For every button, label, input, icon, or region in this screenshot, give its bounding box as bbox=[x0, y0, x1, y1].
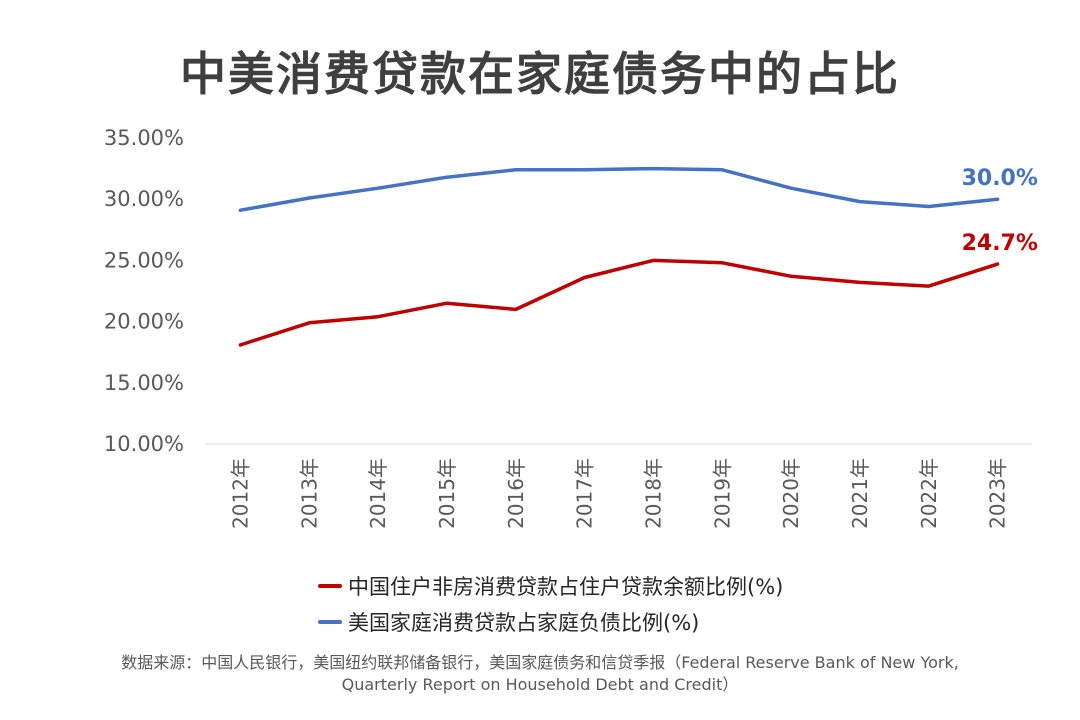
end-value-label-0: 24.7% bbox=[962, 231, 1038, 256]
series-line-1 bbox=[240, 169, 997, 211]
x-tick-label: 2022年 bbox=[917, 458, 941, 529]
x-tick-label: 2019年 bbox=[710, 458, 734, 529]
legend-swatch-china bbox=[318, 584, 342, 588]
y-tick-label: 35.00% bbox=[104, 126, 184, 150]
x-tick-label: 2018年 bbox=[641, 458, 665, 529]
legend: 中国住户非房消费贷款占住户贷款余额比例(%) 美国家庭消费贷款占家庭负债比例(%… bbox=[318, 568, 783, 640]
x-tick-label: 2016年 bbox=[504, 458, 528, 529]
y-tick-label: 15.00% bbox=[104, 371, 184, 395]
x-tick-label: 2012年 bbox=[228, 458, 252, 529]
x-tick-label: 2015年 bbox=[435, 458, 459, 529]
x-tick-label: 2021年 bbox=[848, 458, 872, 529]
x-tick-label: 2023年 bbox=[986, 458, 1010, 529]
legend-item-china: 中国住户非房消费贷款占住户贷款余额比例(%) bbox=[318, 568, 783, 604]
data-source-note: 数据来源：中国人民银行，美国纽约联邦储备银行，美国家庭债务和信贷季报（Feder… bbox=[0, 652, 1080, 696]
y-tick-label: 30.00% bbox=[104, 187, 184, 211]
x-tick-label: 2013年 bbox=[297, 458, 321, 529]
source-line-1: 数据来源：中国人民银行，美国纽约联邦储备银行，美国家庭债务和信贷季报（Feder… bbox=[0, 652, 1080, 674]
legend-label-us: 美国家庭消费贷款占家庭负债比例(%) bbox=[348, 607, 699, 637]
x-tick-label: 2014年 bbox=[366, 458, 390, 529]
y-tick-label: 25.00% bbox=[104, 248, 184, 272]
source-line-2: Quarterly Report on Household Debt and C… bbox=[0, 674, 1080, 696]
y-tick-label: 20.00% bbox=[104, 310, 184, 334]
x-tick-label: 2020年 bbox=[779, 458, 803, 529]
series-line-0 bbox=[240, 260, 997, 345]
end-value-label-1: 30.0% bbox=[962, 166, 1038, 191]
x-tick-label: 2017年 bbox=[573, 458, 597, 529]
y-tick-label: 10.00% bbox=[104, 432, 184, 456]
legend-label-china: 中国住户非房消费贷款占住户贷款余额比例(%) bbox=[348, 571, 783, 601]
legend-item-us: 美国家庭消费贷款占家庭负债比例(%) bbox=[318, 604, 783, 640]
legend-swatch-us bbox=[318, 620, 342, 624]
